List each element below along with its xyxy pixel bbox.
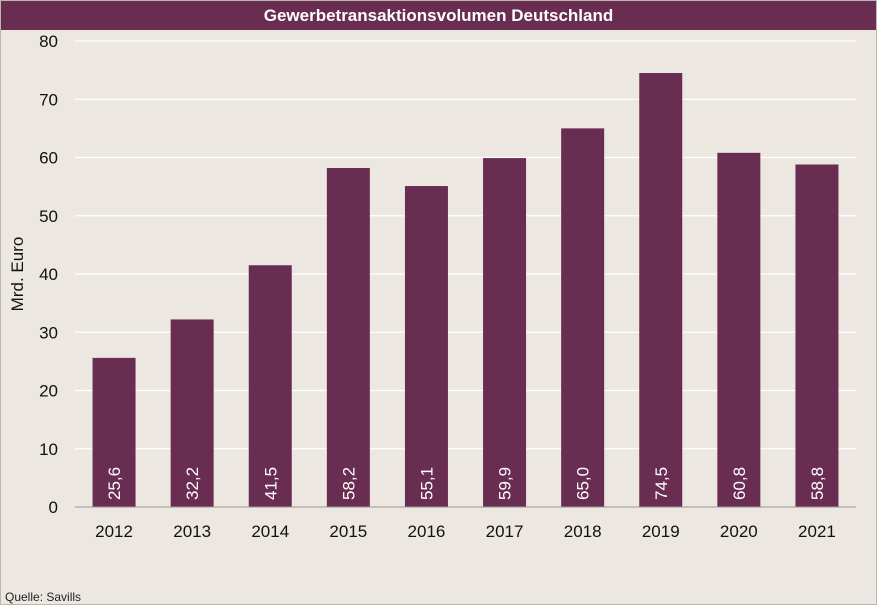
y-tick-label: 80 xyxy=(39,32,58,51)
bar-2021 xyxy=(795,164,839,508)
value-label: 74,5 xyxy=(652,467,671,500)
x-tick-label: 2018 xyxy=(564,522,602,541)
x-tick-label: 2020 xyxy=(720,522,758,541)
value-label: 32,2 xyxy=(183,467,202,500)
y-tick-label: 60 xyxy=(39,149,58,168)
chart-title: Gewerbetransaktionsvolumen Deutschland xyxy=(1,1,876,30)
y-axis-label: Mrd. Euro xyxy=(8,237,27,312)
x-tick-label: 2016 xyxy=(408,522,446,541)
bar-2020 xyxy=(717,152,761,507)
x-axis-ticks: 2012 2013 2014 2015 2016 2017 2018 2019 2020 2021 xyxy=(95,522,836,541)
bar-2013 xyxy=(170,319,214,507)
bar-2014 xyxy=(248,265,292,507)
y-tick-label: 0 xyxy=(49,498,58,517)
y-tick-label: 50 xyxy=(39,207,58,226)
y-tick-label: 10 xyxy=(39,440,58,459)
bar-2015 xyxy=(326,167,370,508)
bar-2012 xyxy=(92,357,136,507)
x-tick-label: 2021 xyxy=(798,522,836,541)
x-tick-label: 2017 xyxy=(486,522,524,541)
value-label: 58,2 xyxy=(339,467,358,500)
value-label: 59,9 xyxy=(496,467,515,500)
y-tick-label: 20 xyxy=(39,382,58,401)
value-label: 41,5 xyxy=(261,467,280,500)
value-labels: 25,6 32,2 41,5 58,2 55,1 59,9 65,0 74,5 60,8 58,8 xyxy=(105,467,827,500)
x-tick-label: 2014 xyxy=(251,522,289,541)
value-label: 25,6 xyxy=(105,467,124,500)
bar-2016 xyxy=(404,186,448,508)
value-label: 55,1 xyxy=(417,467,436,500)
bars xyxy=(92,73,839,508)
y-tick-label: 40 xyxy=(39,265,58,284)
value-label: 58,8 xyxy=(808,467,827,500)
y-tick-label: 70 xyxy=(39,90,58,109)
y-tick-label: 30 xyxy=(39,323,58,342)
x-tick-label: 2019 xyxy=(642,522,680,541)
x-tick-label: 2012 xyxy=(95,522,133,541)
value-label: 60,8 xyxy=(730,467,749,500)
x-tick-label: 2015 xyxy=(329,522,367,541)
bar-2019 xyxy=(639,73,683,507)
value-label: 65,0 xyxy=(574,467,593,500)
x-tick-label: 2013 xyxy=(173,522,211,541)
bar-2017 xyxy=(483,158,527,507)
y-axis-ticks: 0 10 20 30 40 50 60 70 80 xyxy=(39,32,58,517)
source-note: Quelle: Savills xyxy=(5,590,82,604)
bar-2018 xyxy=(561,128,605,507)
